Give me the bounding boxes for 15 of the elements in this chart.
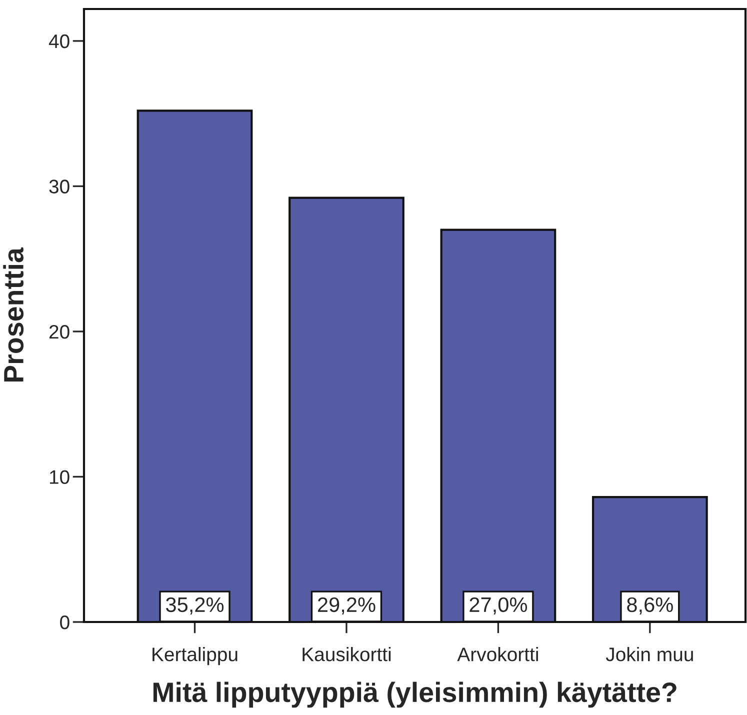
data-label: 8,6% <box>627 597 673 615</box>
data-label: 27,0% <box>470 597 527 615</box>
y-tick-label: 0 <box>60 615 70 630</box>
data-label: 35,2% <box>166 597 224 615</box>
y-tick-label: 40 <box>48 34 70 48</box>
y-tick-label: 30 <box>49 180 70 194</box>
y-tick-label: 20 <box>49 324 70 339</box>
y-tick-label: 10 <box>50 470 70 484</box>
x-tick-label: Jokin muu <box>606 647 693 662</box>
y-axis-title: Prosenttia <box>3 247 24 382</box>
x-axis-title: Mitä lipputyyppiä (yleisimmin) käytätte? <box>153 682 676 708</box>
data-label: 29,2% <box>318 597 376 615</box>
x-tick-label: Kertalippu <box>152 647 238 666</box>
x-tick-label: Kausikortti <box>302 647 391 662</box>
x-tick-label: Arvokortti <box>457 647 538 662</box>
